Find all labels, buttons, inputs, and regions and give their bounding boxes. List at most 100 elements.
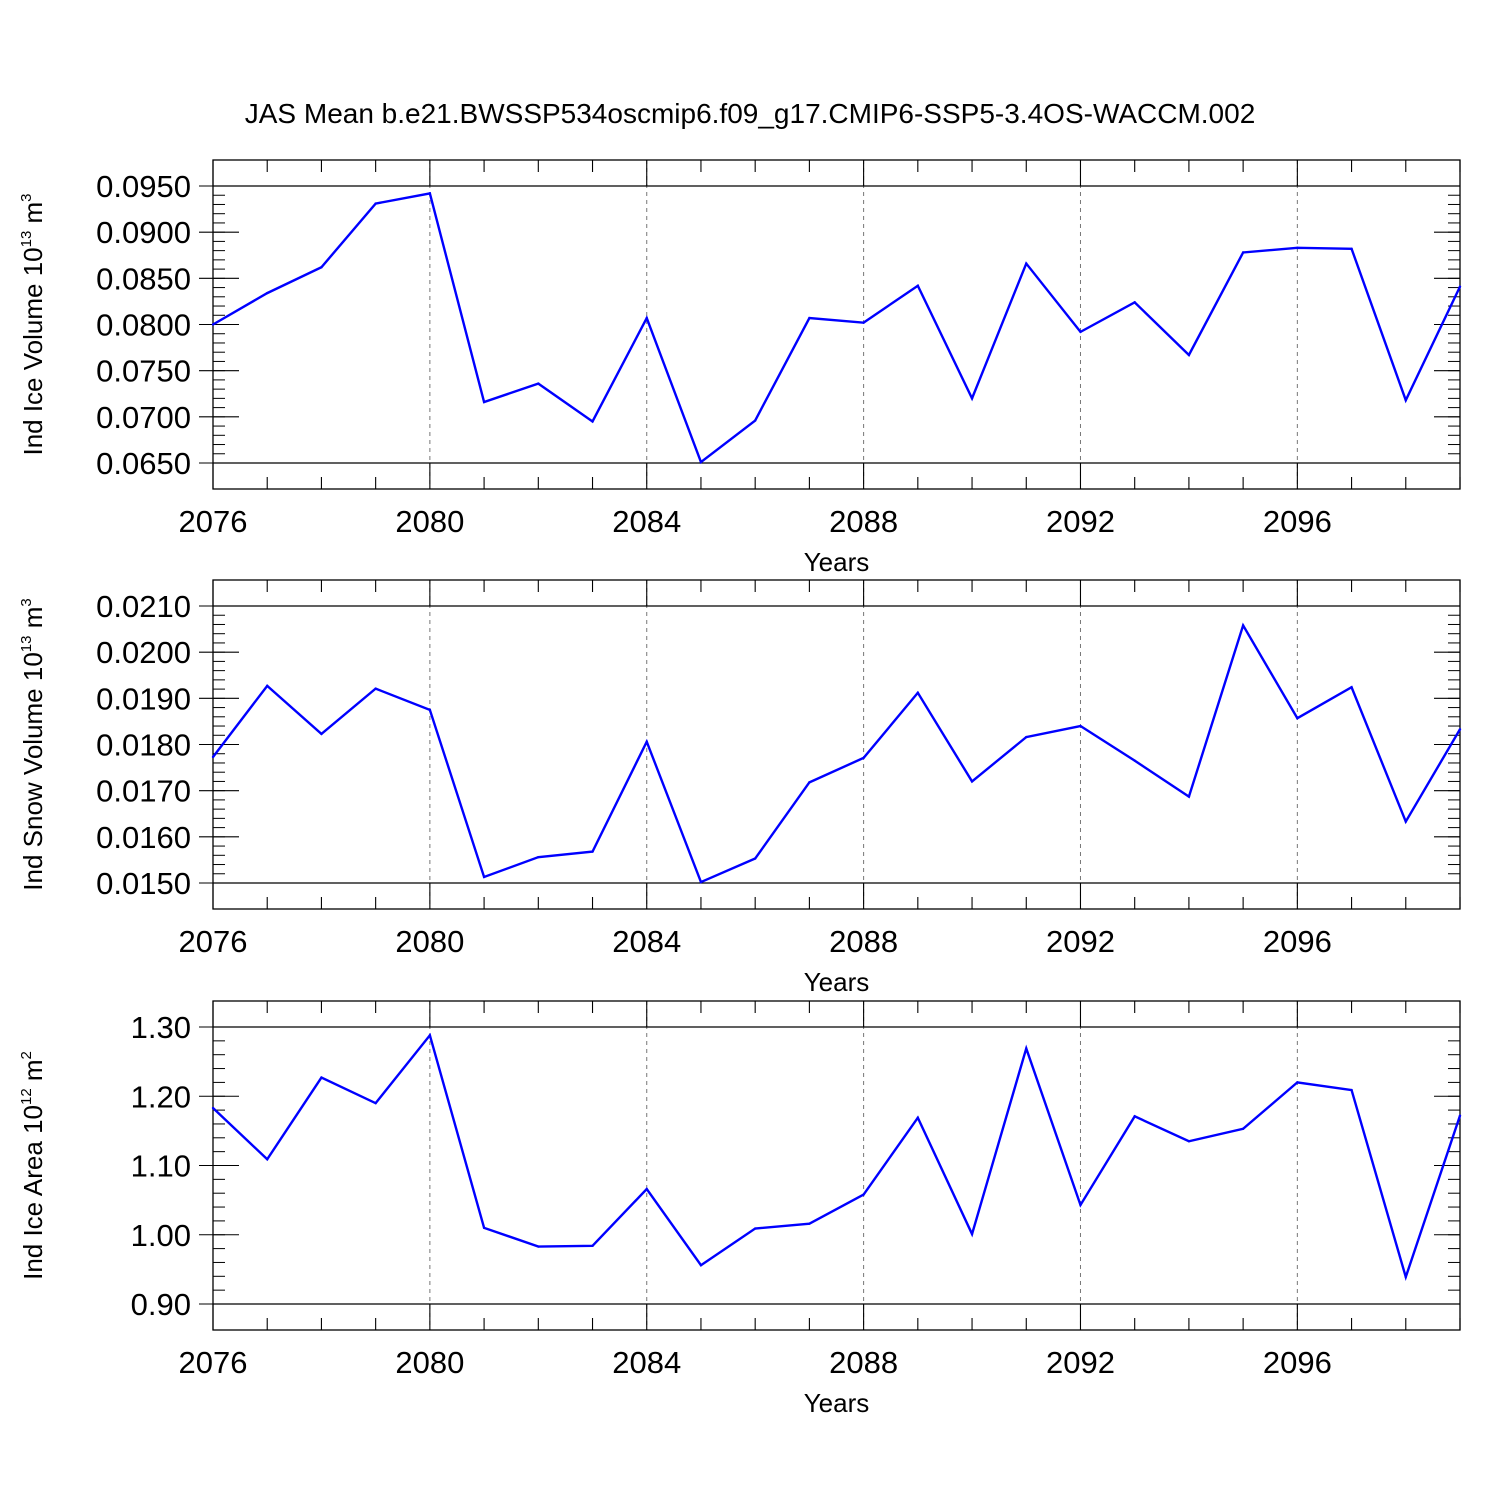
x-tick-label: 2096 bbox=[1263, 924, 1332, 959]
data-point bbox=[1187, 795, 1191, 798]
y-tick-label: 0.0700 bbox=[96, 400, 191, 435]
x-axis-title: Years bbox=[804, 1388, 870, 1418]
data-point bbox=[320, 1076, 323, 1079]
y-axis-title-unit-exponent: 3 bbox=[18, 193, 35, 201]
data-point bbox=[699, 880, 703, 884]
data-point bbox=[482, 400, 486, 404]
y-axis-title-unit-exponent: 2 bbox=[18, 1051, 35, 1059]
y-tick-label: 0.0210 bbox=[96, 589, 191, 624]
data-point bbox=[1241, 1127, 1245, 1130]
data-point bbox=[1079, 1203, 1082, 1207]
x-tick-label: 2096 bbox=[1263, 504, 1332, 539]
x-tick-label: 2088 bbox=[829, 924, 898, 959]
y-axis-title-base: Ind Ice Area 10 bbox=[18, 1105, 48, 1280]
data-point bbox=[916, 1116, 920, 1119]
data-point bbox=[1350, 1088, 1353, 1092]
x-tick-label: 2076 bbox=[179, 504, 248, 539]
data-point bbox=[1133, 1115, 1136, 1118]
data-point bbox=[1025, 262, 1028, 265]
y-tick-label: 0.0170 bbox=[96, 774, 191, 809]
data-point bbox=[1458, 728, 1462, 731]
data-point bbox=[645, 316, 648, 320]
y-axis-title-base: Ind Ice Volume 10 bbox=[18, 247, 48, 455]
data-point bbox=[320, 266, 323, 269]
data-point bbox=[699, 460, 703, 464]
y-axis-title: Ind Ice Volume 1013 m3 bbox=[18, 193, 48, 455]
panel-ice-volume: 0.0650 0.0700 0.0750 0.0800 0.0850 0.0900 0.09… bbox=[18, 159, 1462, 577]
y-axis-title-unit-exponent: 3 bbox=[18, 598, 35, 606]
data-point bbox=[753, 1227, 757, 1230]
data-point bbox=[1079, 724, 1082, 728]
y-tick-label: 0.0800 bbox=[96, 308, 191, 343]
figure-title: JAS Mean b.e21.BWSSP534oscmip6.f09_g17.C… bbox=[245, 98, 1256, 129]
y-tick-label: 1.00 bbox=[131, 1218, 191, 1253]
panel-snow-volume: 0.0150 0.0160 0.0170 0.0180 0.0190 0.0200 0.02… bbox=[18, 579, 1462, 997]
x-axis-title: Years bbox=[804, 967, 870, 997]
data-point bbox=[808, 1222, 811, 1225]
y-tick-label: 0.0900 bbox=[96, 215, 191, 250]
x-tick-label: 2088 bbox=[829, 504, 898, 539]
y-tick-label: 0.0950 bbox=[96, 169, 191, 204]
y-tick-label: 0.0190 bbox=[96, 681, 191, 716]
x-tick-label: 2092 bbox=[1046, 504, 1115, 539]
y-tick-label: 0.0750 bbox=[96, 354, 191, 389]
panel-ice-area: 0.90 1.00 1.10 1.20 1.30 2076 2080 2084 2088 2092… bbox=[18, 1000, 1462, 1418]
data-point bbox=[1187, 353, 1191, 357]
data-point bbox=[211, 1106, 215, 1110]
plot-frame bbox=[212, 159, 1461, 490]
data-point bbox=[1404, 820, 1407, 823]
data-point bbox=[808, 781, 811, 784]
data-point bbox=[1241, 251, 1245, 254]
data-point bbox=[1296, 246, 1299, 250]
x-tick-label: 2084 bbox=[612, 504, 681, 539]
data-point bbox=[1133, 301, 1136, 304]
data-point bbox=[1458, 285, 1462, 288]
y-axis-title-unit: m bbox=[18, 607, 48, 636]
data-point bbox=[970, 780, 974, 783]
plot-frame bbox=[212, 1000, 1461, 1331]
data-point bbox=[428, 192, 432, 195]
data-point bbox=[645, 1187, 648, 1191]
x-tick-label: 2092 bbox=[1046, 1345, 1115, 1380]
y-tick-label: 1.30 bbox=[131, 1010, 191, 1045]
y-tick-label: 0.0200 bbox=[96, 635, 191, 670]
data-point bbox=[1404, 399, 1407, 402]
data-point bbox=[1133, 759, 1136, 762]
y-axis-title: Ind Ice Area 1012 m2 bbox=[18, 1051, 48, 1280]
data-point bbox=[374, 202, 377, 205]
x-tick-label: 2084 bbox=[612, 924, 681, 959]
data-point bbox=[266, 1158, 269, 1161]
y-axis-title-unit: m bbox=[18, 1059, 48, 1088]
x-tick-label: 2080 bbox=[395, 924, 464, 959]
data-point bbox=[211, 755, 215, 759]
y-axis-title-unit: m bbox=[18, 202, 48, 231]
data-point bbox=[1025, 735, 1028, 739]
data-point bbox=[266, 684, 269, 688]
y-tick-label: 0.0180 bbox=[96, 728, 191, 763]
x-tick-label: 2096 bbox=[1263, 1345, 1332, 1380]
data-point bbox=[808, 316, 811, 320]
y-axis-title-exponent: 13 bbox=[18, 636, 35, 653]
data-point bbox=[591, 850, 594, 853]
data-point bbox=[699, 1264, 703, 1267]
data-point bbox=[1187, 1140, 1191, 1143]
y-tick-label: 0.0160 bbox=[96, 820, 191, 855]
y-axis-title-exponent: 12 bbox=[18, 1088, 35, 1105]
data-point bbox=[970, 1232, 974, 1236]
data-point bbox=[537, 1245, 540, 1248]
x-tick-label: 2080 bbox=[395, 504, 464, 539]
series-line-ice-volume bbox=[212, 192, 1462, 465]
data-point bbox=[320, 732, 323, 736]
series-line-snow-volume bbox=[212, 622, 1462, 884]
data-point bbox=[591, 1244, 594, 1248]
y-tick-label: 0.0650 bbox=[96, 446, 191, 481]
data-point bbox=[753, 857, 757, 860]
y-tick-label: 1.20 bbox=[131, 1079, 191, 1114]
series-line-ice-area bbox=[212, 1032, 1462, 1282]
y-tick-label: 1.10 bbox=[131, 1149, 191, 1184]
data-point bbox=[591, 420, 594, 423]
data-point bbox=[1025, 1047, 1028, 1050]
data-point bbox=[1350, 686, 1353, 689]
data-point bbox=[374, 687, 377, 690]
